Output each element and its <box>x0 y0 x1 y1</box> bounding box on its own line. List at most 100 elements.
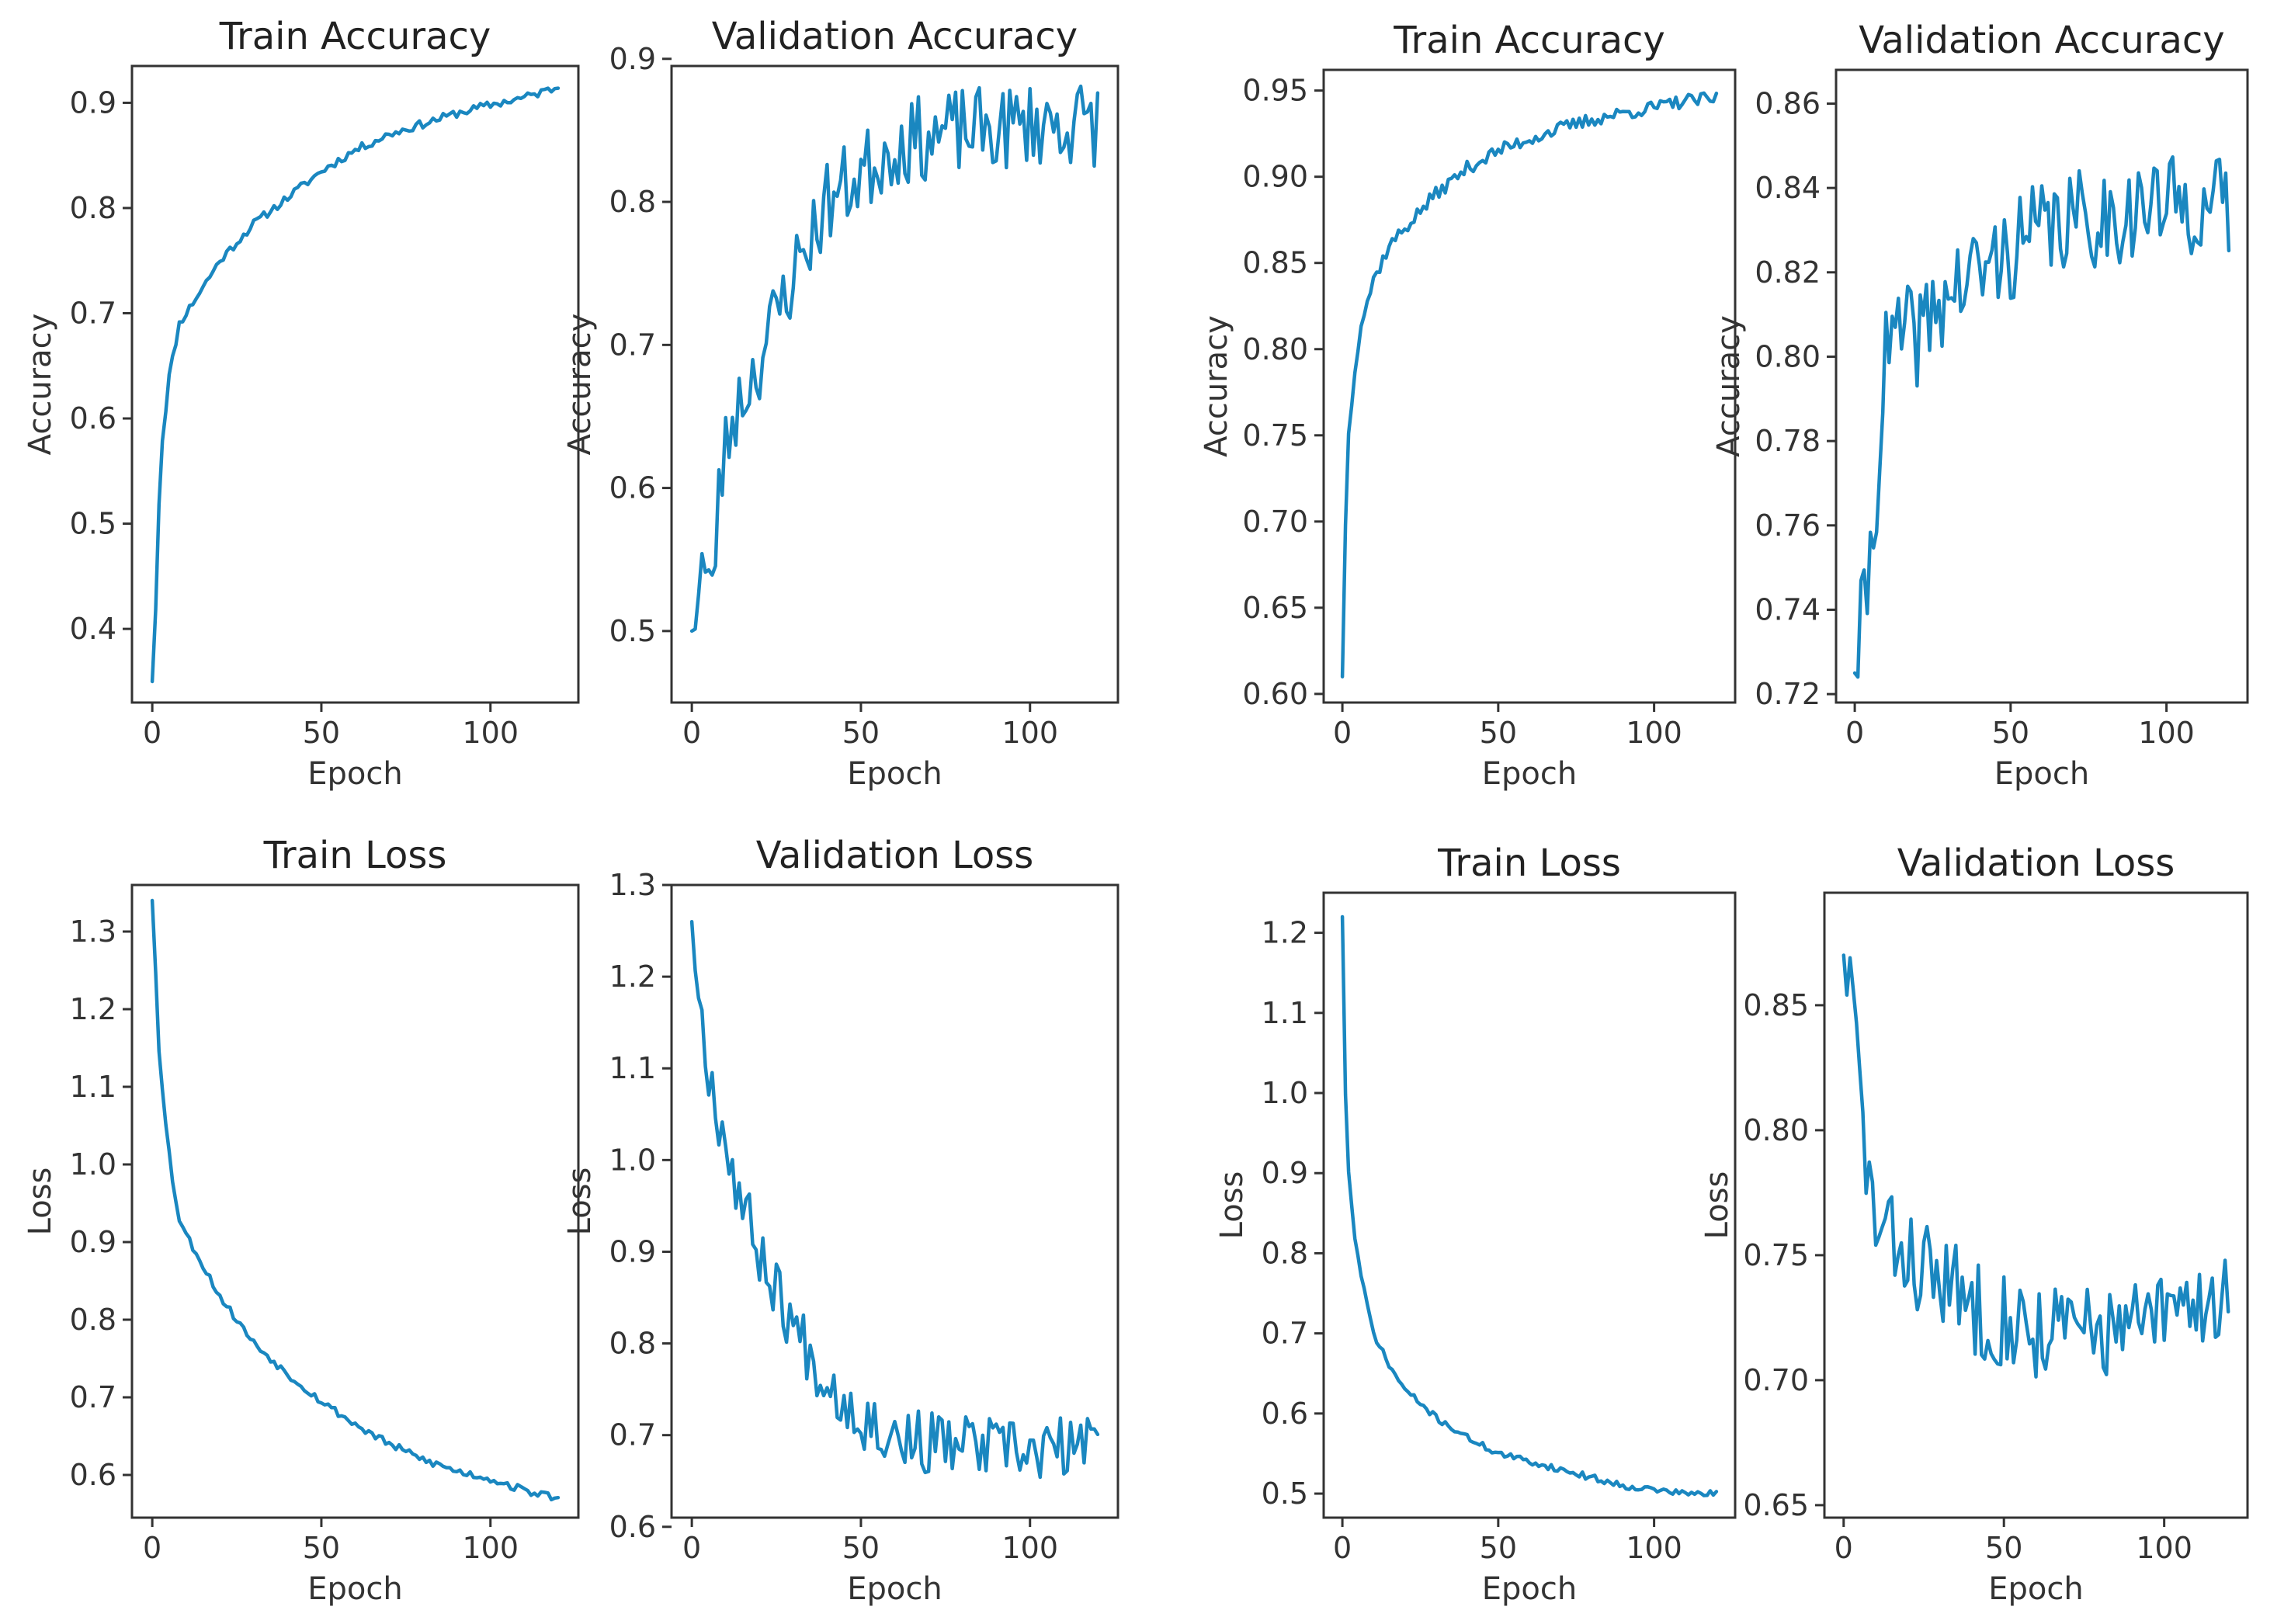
chart-title: Train Loss <box>263 834 447 877</box>
y-tick-label: 0.7 <box>609 328 656 362</box>
x-tick-label: 50 <box>303 1531 340 1565</box>
y-tick-label: 0.95 <box>1242 74 1308 108</box>
y-tick-label: 1.0 <box>70 1147 116 1182</box>
y-tick-label: 0.9 <box>1262 1156 1308 1190</box>
y-tick-label: 0.9 <box>70 1225 116 1259</box>
y-tick-label: 0.76 <box>1755 508 1821 543</box>
y-tick-label: 1.0 <box>609 1143 656 1177</box>
chart-title: Validation Accuracy <box>712 15 1078 58</box>
x-tick-label: 0 <box>1333 1531 1352 1565</box>
axis-frame <box>1823 891 2249 1519</box>
x-tick-label: 50 <box>1480 716 1517 750</box>
y-tick-label: 1.3 <box>609 868 656 902</box>
y-axis-label: Loss <box>1699 1171 1735 1240</box>
chart-title: Train Accuracy <box>219 15 491 58</box>
y-tick-label: 0.82 <box>1755 255 1821 290</box>
axis-frame <box>1322 68 1737 704</box>
y-tick-label: 1.2 <box>70 992 116 1026</box>
y-tick-label: 0.5 <box>70 507 116 541</box>
y-tick-label: 1.3 <box>70 914 116 949</box>
x-tick-label: 0 <box>143 1531 161 1565</box>
y-tick-label: 0.80 <box>1743 1113 1809 1147</box>
chart-panel: 0 50 100 0.4 0.5 0.6 0.7 0.8 0.9 Train Accuracy Ep… <box>23 15 580 792</box>
chart-panel: 0 50 100 0.6 0.7 0.8 0.9 1.0 1.1 1.2 1.3 Validation… <box>562 834 1119 1607</box>
y-tick-label: 0.6 <box>70 401 116 435</box>
y-tick-label: 1.2 <box>609 959 656 994</box>
y-tick-label: 0.8 <box>609 185 656 219</box>
x-axis-label: Epoch <box>1988 1571 2083 1607</box>
y-tick-label: 0.78 <box>1755 424 1821 458</box>
x-tick-label: 100 <box>1001 716 1058 750</box>
series-line-val_accuracy <box>1852 154 2231 679</box>
y-tick-label: 1.0 <box>1262 1076 1308 1110</box>
chart-title: Validation Loss <box>756 834 1034 877</box>
y-axis-label: Accuracy <box>23 314 58 456</box>
x-tick-label: 0 <box>1845 716 1864 750</box>
chart-panel: 0 50 100 0.65 0.70 0.75 0.80 0.85 Validation Los… <box>1699 841 2249 1607</box>
x-axis-label: Epoch <box>847 756 942 792</box>
series-line-accuracy <box>150 86 561 684</box>
axis-frame <box>670 883 1119 1519</box>
y-axis-label: Accuracy <box>1199 315 1234 457</box>
y-tick-label: 0.70 <box>1743 1363 1809 1397</box>
x-tick-label: 100 <box>2138 716 2195 750</box>
y-axis-label: Loss <box>23 1168 58 1236</box>
series-line-val_loss <box>689 919 1100 1480</box>
y-tick-label: 0.7 <box>70 1380 116 1414</box>
x-tick-label: 100 <box>1626 1531 1682 1565</box>
x-axis-label: Epoch <box>1482 756 1577 792</box>
series-line-val_accuracy <box>689 84 1100 633</box>
y-tick-label: 0.9 <box>609 1234 656 1268</box>
y-tick-label: 0.85 <box>1743 988 1809 1022</box>
y-tick-label: 0.80 <box>1242 332 1308 366</box>
x-tick-label: 0 <box>682 716 701 750</box>
y-tick-label: 0.5 <box>1262 1477 1308 1511</box>
x-axis-label: Epoch <box>1482 1571 1577 1607</box>
y-tick-label: 1.2 <box>1262 916 1308 950</box>
y-axis-label: Accuracy <box>562 314 598 456</box>
y-tick-label: 0.6 <box>609 471 656 505</box>
y-tick-label: 0.86 <box>1755 86 1821 120</box>
y-tick-label: 0.8 <box>1262 1236 1308 1270</box>
y-tick-label: 0.85 <box>1242 246 1308 280</box>
chart-panel: 0 50 100 0.6 0.7 0.8 0.9 1.0 1.1 1.2 1.3 Train Loss… <box>23 834 580 1607</box>
y-tick-label: 0.8 <box>70 191 116 225</box>
axis-frame <box>670 64 1119 704</box>
axis-frame <box>130 64 580 704</box>
y-tick-label: 0.90 <box>1242 160 1308 194</box>
x-tick-label: 50 <box>842 1531 880 1565</box>
y-tick-label: 0.7 <box>70 297 116 331</box>
chart-panel: 0 50 100 0.5 0.6 0.7 0.8 0.9 1.0 1.1 1.2 Train Loss… <box>1214 841 1737 1607</box>
chart-panel: 0 50 100 0.72 0.74 0.76 0.78 0.80 0.82 0.84 0.86 Va… <box>1711 19 2249 792</box>
y-axis-label: Loss <box>1214 1171 1250 1240</box>
y-tick-label: 0.75 <box>1242 418 1308 453</box>
series-line-loss <box>1340 914 1719 1497</box>
y-tick-label: 0.80 <box>1755 339 1821 373</box>
x-tick-label: 0 <box>1835 1531 1853 1565</box>
axis-frame <box>130 883 580 1519</box>
y-tick-label: 0.60 <box>1242 677 1308 711</box>
y-tick-label: 0.74 <box>1755 592 1821 626</box>
y-tick-label: 0.6 <box>609 1510 656 1544</box>
y-tick-label: 0.7 <box>1262 1317 1308 1351</box>
y-tick-label: 0.84 <box>1755 171 1821 205</box>
y-axis-label: Accuracy <box>1711 315 1747 457</box>
x-tick-label: 50 <box>1480 1531 1517 1565</box>
x-tick-label: 50 <box>842 716 880 750</box>
axis-frame <box>1835 68 2249 704</box>
y-tick-label: 0.8 <box>70 1303 116 1337</box>
y-tick-label: 1.1 <box>1262 996 1308 1030</box>
y-tick-label: 0.75 <box>1743 1238 1809 1272</box>
series-line-loss <box>150 898 561 1502</box>
x-tick-label: 50 <box>303 716 340 750</box>
x-axis-label: Epoch <box>307 1571 402 1607</box>
y-tick-label: 0.8 <box>609 1327 656 1361</box>
y-tick-label: 0.70 <box>1242 505 1308 539</box>
series-line-val_loss <box>1841 953 2230 1379</box>
y-tick-label: 0.9 <box>70 85 116 120</box>
x-axis-label: Epoch <box>847 1571 942 1607</box>
y-tick-label: 0.72 <box>1755 677 1821 711</box>
chart-title: Validation Accuracy <box>1859 19 2224 62</box>
chart-title: Validation Loss <box>1897 841 2175 885</box>
